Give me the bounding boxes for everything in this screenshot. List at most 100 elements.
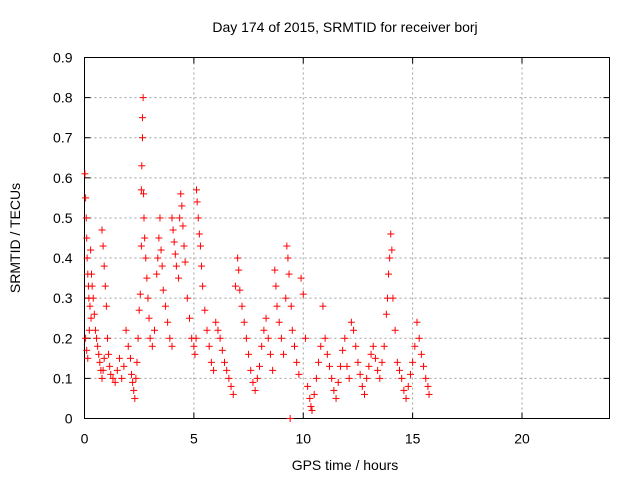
data-point [242, 334, 250, 342]
data-point [88, 270, 95, 278]
data-point [413, 318, 421, 326]
data-point [371, 354, 379, 362]
data-point [207, 358, 215, 366]
data-point [323, 350, 331, 358]
data-point [138, 162, 146, 170]
data-point [195, 230, 203, 238]
data-point [169, 226, 177, 234]
data-point [393, 358, 401, 366]
data-point [287, 302, 295, 310]
data-point [120, 362, 128, 370]
data-point [158, 262, 166, 270]
data-point [140, 190, 148, 198]
data-point [148, 342, 156, 350]
x-tick-label: 0 [81, 431, 89, 447]
data-point [389, 294, 397, 302]
data-point [136, 290, 144, 298]
data-point [343, 362, 351, 370]
data-point [151, 326, 158, 334]
data-point [235, 266, 243, 274]
data-point [130, 386, 138, 394]
data-point [283, 242, 291, 250]
data-point [277, 334, 285, 342]
data-point [179, 222, 187, 230]
data-point [122, 326, 130, 334]
data-point [116, 354, 123, 362]
data-point [88, 282, 96, 290]
data-point [347, 318, 355, 326]
data-point [168, 342, 176, 350]
y-tick-label: 0.1 [53, 370, 73, 386]
data-point [288, 326, 296, 334]
data-point [178, 202, 186, 210]
data-point [385, 270, 393, 278]
data-point [369, 342, 377, 350]
data-point [143, 274, 151, 282]
data-point [157, 246, 165, 254]
data-point [272, 282, 280, 290]
data-point [159, 286, 167, 294]
data-point [198, 262, 206, 270]
data-point [299, 290, 307, 298]
data-point [144, 294, 152, 302]
data-point [146, 334, 154, 342]
data-point [266, 350, 274, 358]
data-point [334, 378, 342, 386]
data-point [81, 170, 89, 178]
data-point [221, 358, 228, 366]
data-point [328, 374, 336, 382]
data-point [391, 326, 399, 334]
x-tick-label: 20 [514, 431, 530, 447]
data-point [240, 318, 248, 326]
chart-title: Day 174 of 2015, SRMTID for receiver bor… [212, 19, 477, 35]
data-point [282, 294, 290, 302]
data-point [141, 234, 149, 242]
data-point [251, 386, 259, 394]
data-point [82, 194, 90, 202]
data-point [253, 374, 261, 382]
data-point [402, 394, 410, 402]
data-point [406, 370, 414, 378]
data-point [177, 190, 185, 198]
data-point [172, 262, 180, 270]
data-point [118, 374, 126, 382]
data-point [176, 214, 184, 222]
data-point [102, 302, 110, 310]
data-point [98, 226, 106, 234]
data-point [89, 294, 97, 302]
data-point [168, 214, 176, 222]
data-point [297, 274, 305, 282]
data-point [417, 350, 425, 358]
data-point [142, 254, 150, 262]
data-point [87, 314, 95, 322]
data-point [396, 366, 403, 374]
data-point [100, 262, 108, 270]
data-point [145, 314, 153, 322]
data-point [193, 186, 200, 194]
data-point [256, 362, 263, 370]
data-point [236, 286, 244, 294]
data-point [83, 346, 91, 354]
y-tick-label: 0.6 [53, 170, 73, 186]
data-point [131, 394, 139, 402]
data-point [273, 302, 281, 310]
data-point [99, 366, 107, 374]
data-point [205, 342, 213, 350]
data-point [96, 358, 104, 366]
data-point [258, 342, 266, 350]
data-point [291, 342, 298, 350]
data-point [374, 366, 382, 374]
x-tick-label: 10 [295, 431, 311, 447]
data-point [310, 390, 318, 398]
data-point [388, 246, 396, 254]
data-point [315, 358, 323, 366]
data-point [339, 346, 347, 354]
data-point [193, 198, 201, 206]
data-point [109, 374, 117, 382]
data-point [191, 350, 199, 358]
x-axis-label: GPS time / hours [292, 457, 399, 473]
data-point [87, 246, 95, 254]
data-point [229, 390, 237, 398]
data-point [245, 350, 253, 358]
data-point [411, 342, 419, 350]
